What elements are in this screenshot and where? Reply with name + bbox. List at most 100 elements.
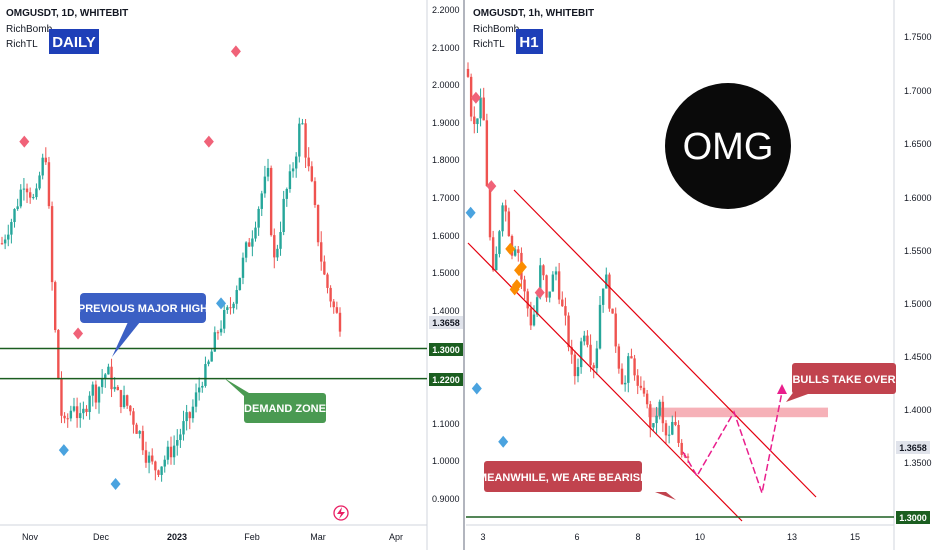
right-price-tick: 1.7000 [904, 86, 932, 96]
right-candle [576, 358, 580, 383]
left-candle [276, 244, 279, 262]
projected-path [682, 384, 787, 496]
right-indicator-richtl: RichTL [473, 39, 505, 50]
left-candle [132, 407, 135, 434]
right-candle [601, 288, 605, 313]
left-header: OMGUSDT, 1D, WHITEBIT RichBomb RichTL [6, 8, 128, 50]
left-candle [307, 147, 310, 172]
left-price-tick: 1.1000 [432, 419, 460, 429]
resistance-zone [648, 407, 828, 418]
left-candle [223, 303, 226, 334]
previous-major-high-label: PREVIOUS MAJOR HIGH [78, 303, 208, 315]
right-candle [523, 275, 526, 300]
left-candle [85, 405, 88, 417]
right-candle [623, 375, 627, 392]
left-price-tick: 1.0000 [432, 456, 460, 466]
right-candle [542, 264, 545, 281]
left-candle [19, 184, 22, 209]
left-candle [7, 224, 10, 247]
left-signal-markers [19, 45, 241, 490]
right-candle [501, 202, 504, 237]
left-price-tick: 1.6000 [432, 231, 460, 241]
left-price-tick: 0.9000 [432, 494, 460, 504]
right-candle [642, 380, 646, 397]
lightning-icon[interactable] [333, 505, 349, 521]
left-candle [332, 299, 335, 314]
left-candle [260, 190, 263, 217]
left-candle [138, 430, 141, 439]
left-candle [207, 359, 210, 367]
right-candle [491, 230, 495, 272]
right-candle [627, 352, 630, 393]
right-candle [661, 395, 665, 432]
left-candle [147, 451, 151, 474]
right-candle-series [466, 62, 690, 463]
right-candle [620, 363, 624, 385]
left-price-tick: 2.0000 [432, 80, 460, 90]
left-candle [188, 411, 191, 430]
left-candle [3, 234, 7, 250]
svg-text:1.3000: 1.3000 [432, 345, 460, 355]
left-candle [279, 221, 282, 256]
right-candle [667, 425, 671, 444]
right-candle [636, 369, 639, 395]
right-marker-top [534, 286, 545, 299]
left-candle [316, 204, 320, 247]
left-candle [154, 460, 157, 481]
right-candle [504, 199, 507, 222]
left-candle [141, 425, 145, 455]
right-candle [611, 308, 614, 314]
right-price-tick: 1.4000 [904, 405, 932, 415]
right-candle [680, 439, 683, 458]
left-candle [16, 198, 19, 211]
bulls-take-over-label: BULLS TAKE OVER [792, 374, 895, 386]
left-candle [22, 178, 26, 201]
left-candle [273, 228, 276, 269]
right-candle [608, 272, 611, 312]
right-candle [545, 274, 548, 302]
left-candle [241, 252, 245, 285]
right-price-tick: 1.3500 [904, 458, 932, 468]
left-candle [182, 410, 185, 441]
right-candle [617, 343, 621, 374]
left-price-tick: 2.1000 [432, 43, 460, 53]
right-badge-text: H1 [519, 34, 538, 51]
left-candle [323, 255, 326, 276]
left-candle-series [0, 117, 342, 482]
right-candle [488, 182, 492, 241]
right-candle [466, 62, 470, 78]
left-candle [304, 119, 307, 169]
right-time-axis: 3 6 8 10 13 15 [480, 532, 860, 542]
left-candle [251, 230, 254, 257]
left-indicator-richbomb: RichBomb [6, 24, 53, 35]
left-candle [238, 277, 242, 291]
right-candle [469, 73, 473, 122]
left-candle [151, 448, 154, 465]
left-marker-top [203, 135, 214, 148]
left-candle [320, 231, 323, 271]
right-marker-bottom [465, 206, 476, 219]
left-candle [157, 469, 160, 478]
right-candle [561, 291, 564, 308]
right-price-tag-current: 1.3658 [896, 441, 930, 454]
right-candle [554, 266, 558, 281]
left-candle [69, 405, 73, 422]
left-candle [10, 218, 13, 244]
left-candle [194, 383, 198, 413]
left-candle [216, 330, 220, 340]
right-candle [605, 267, 608, 289]
left-candle [63, 412, 66, 424]
left-candle [57, 329, 60, 380]
right-symbol-title: OMGUSDT, 1h, WHITEBIT [473, 8, 594, 19]
left-candle [326, 272, 329, 294]
right-candle [614, 307, 617, 353]
left-candle [213, 326, 217, 352]
left-marker-bottom [110, 477, 121, 490]
right-timeframe-badge: H1 [516, 29, 543, 54]
right-candle [473, 106, 476, 134]
left-candle [185, 404, 188, 431]
left-time-tick: Dec [93, 532, 110, 542]
left-candle [0, 236, 4, 245]
left-time-tick: Nov [22, 532, 39, 542]
right-candle [652, 423, 655, 431]
